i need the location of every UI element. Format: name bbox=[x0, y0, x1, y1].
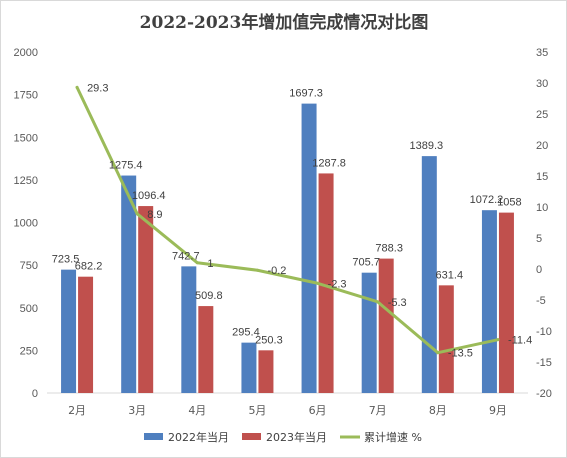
legend: 2022年当月 2023年当月 累计增速 % bbox=[144, 430, 422, 444]
x-category-label: 3月 bbox=[128, 404, 146, 417]
growth-label: -2.3 bbox=[328, 278, 347, 290]
bar-2022-label: 1697.3 bbox=[289, 88, 323, 100]
x-category-label: 4月 bbox=[188, 404, 206, 417]
growth-label: -11.4 bbox=[508, 335, 532, 347]
y-right-tick-label: 10 bbox=[536, 202, 548, 214]
legend-label: 2022年当月 bbox=[168, 430, 229, 444]
y-right-tick-label: -5 bbox=[536, 295, 546, 307]
bar-2023-label: 250.3 bbox=[255, 334, 283, 346]
legend-label: 2023年当月 bbox=[266, 430, 327, 444]
y-left-tick-label: 1750 bbox=[14, 90, 38, 102]
growth-label: -13.5 bbox=[448, 348, 473, 360]
axes: 025050075010001250150017502000-20-15-10-… bbox=[14, 47, 552, 417]
bar-2023-label: 682.2 bbox=[75, 261, 103, 273]
growth-label: 29.3 bbox=[87, 82, 108, 94]
bar-2023 bbox=[78, 276, 94, 393]
x-category-label: 7月 bbox=[369, 404, 387, 417]
growth-point bbox=[436, 351, 440, 355]
bar-2022-label: 705.7 bbox=[352, 257, 380, 269]
legend-label: 累计增速 % bbox=[364, 430, 422, 444]
legend-swatch bbox=[242, 433, 261, 440]
y-right-tick-label: 15 bbox=[536, 171, 548, 183]
bar-2023-label: 1096.4 bbox=[132, 190, 166, 202]
bar-2022 bbox=[121, 175, 137, 393]
growth-label: -0.2 bbox=[267, 265, 286, 277]
bar-2022-label: 723.5 bbox=[52, 254, 80, 266]
growth-point bbox=[376, 300, 380, 304]
x-category-label: 2月 bbox=[68, 404, 86, 417]
bar-2023 bbox=[498, 212, 514, 393]
y-left-tick-label: 1250 bbox=[14, 175, 38, 187]
y-left-tick-label: 750 bbox=[20, 260, 38, 272]
y-left-tick-label: 500 bbox=[20, 303, 38, 315]
bar-2022 bbox=[481, 210, 497, 393]
bar-2023-label: 1058 bbox=[497, 197, 521, 209]
bar-2023-label: 1287.8 bbox=[312, 157, 346, 169]
y-right-tick-label: 25 bbox=[536, 109, 548, 121]
bar-2022-label: 1072.2 bbox=[470, 194, 504, 206]
y-right-tick-label: -15 bbox=[536, 357, 552, 369]
growth-point bbox=[255, 268, 259, 272]
y-right-tick-label: 35 bbox=[536, 47, 548, 59]
bar-2022 bbox=[301, 103, 317, 393]
bar-2023 bbox=[198, 306, 214, 393]
y-left-tick-label: 250 bbox=[20, 345, 38, 357]
y-left-tick-label: 0 bbox=[32, 388, 38, 400]
y-right-tick-label: -20 bbox=[536, 388, 552, 400]
y-right-tick-label: 5 bbox=[536, 233, 542, 245]
bar-2022-label: 742.7 bbox=[172, 250, 200, 262]
bar-2022 bbox=[61, 269, 77, 393]
bar-2023 bbox=[378, 258, 394, 393]
legend-swatch bbox=[144, 433, 163, 440]
bar-2023 bbox=[258, 350, 274, 393]
bar-2022-label: 295.4 bbox=[232, 327, 260, 339]
y-right-tick-label: 20 bbox=[536, 140, 548, 152]
growth-point bbox=[135, 212, 139, 216]
chart-title: 2022-2023年增加值完成情况对比图 bbox=[140, 12, 429, 33]
bar-2022-label: 1275.4 bbox=[109, 160, 143, 172]
bar-2023 bbox=[138, 206, 154, 393]
growth-point bbox=[195, 261, 199, 265]
bar-2023-label: 631.4 bbox=[436, 269, 464, 281]
x-category-label: 8月 bbox=[429, 404, 447, 417]
growth-point bbox=[496, 338, 500, 342]
y-left-tick-label: 1000 bbox=[14, 218, 38, 230]
y-right-tick-label: 30 bbox=[536, 78, 548, 90]
y-left-tick-label: 2000 bbox=[14, 47, 38, 59]
growth-line-path bbox=[75, 85, 500, 355]
growth-label: 1 bbox=[207, 258, 213, 270]
growth-point bbox=[75, 85, 79, 89]
x-category-label: 5月 bbox=[248, 404, 266, 417]
bar-2022-label: 1389.3 bbox=[409, 140, 443, 152]
bar-2022 bbox=[361, 272, 377, 393]
growth-label: -5.3 bbox=[388, 297, 407, 309]
x-category-label: 6月 bbox=[309, 404, 327, 417]
bar-2023-label: 788.3 bbox=[375, 243, 403, 255]
y-right-tick-label: 0 bbox=[536, 264, 542, 276]
bars bbox=[61, 103, 514, 393]
bar-2022 bbox=[181, 266, 197, 393]
y-right-tick-label: -10 bbox=[536, 326, 552, 338]
y-left-tick-label: 1500 bbox=[14, 132, 38, 144]
growth-point bbox=[316, 281, 320, 285]
growth-line bbox=[75, 85, 500, 355]
bar-2022 bbox=[241, 342, 257, 393]
growth-label: 8.9 bbox=[147, 209, 162, 221]
x-category-label: 9月 bbox=[489, 404, 507, 417]
bar-2023 bbox=[318, 173, 334, 393]
bar-2023 bbox=[438, 285, 454, 393]
bar-2023-label: 509.8 bbox=[195, 290, 223, 302]
bar-2022 bbox=[421, 156, 437, 393]
